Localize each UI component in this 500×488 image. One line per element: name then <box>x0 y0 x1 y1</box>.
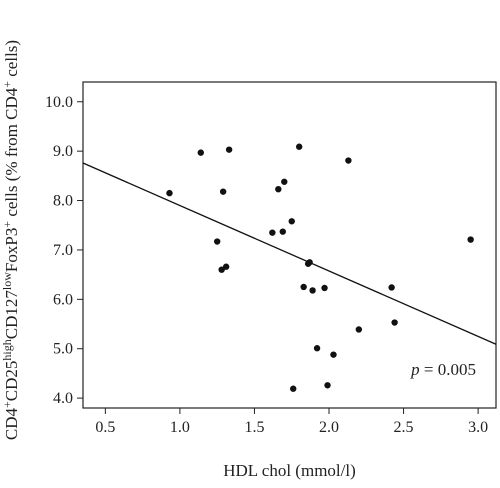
data-point <box>290 385 297 392</box>
x-axis-label: HDL chol (mmol/l) <box>223 461 356 480</box>
y-axis-label: CD4+CD25highCD127lowFoxP3+ cells (% from… <box>0 40 21 440</box>
data-point <box>330 351 337 358</box>
data-points <box>166 143 474 392</box>
data-point <box>388 284 395 291</box>
y-tick-label: 5.0 <box>53 341 73 358</box>
data-point <box>197 149 204 156</box>
data-point <box>467 236 474 243</box>
data-point <box>321 284 328 292</box>
x-tick-label: 1.5 <box>244 419 264 436</box>
regression-line-group <box>82 162 497 345</box>
data-point <box>213 238 221 245</box>
data-point <box>225 146 233 153</box>
y-label-superscript: + <box>0 401 14 408</box>
regression-line <box>82 162 497 345</box>
data-point <box>166 189 173 197</box>
x-tick-label: 3.0 <box>468 419 488 436</box>
y-tick-label: 10.0 <box>45 94 73 111</box>
y-tick-label: 7.0 <box>53 242 73 259</box>
y-label-superscript: + <box>0 221 14 228</box>
data-point <box>269 229 276 236</box>
x-tick-label: 1.0 <box>170 419 190 436</box>
y-label-segment: cells (% from CD4 <box>2 87 21 221</box>
data-point <box>222 263 230 270</box>
x-axis: 0.5 1.0 1.5 2.0 2.5 3.0 <box>95 408 488 436</box>
p-value-text: = 0.005 <box>420 360 476 379</box>
data-point <box>300 283 307 291</box>
y-label-superscript: low <box>0 272 14 290</box>
y-tick-label: 8.0 <box>53 193 73 210</box>
data-point <box>309 287 316 294</box>
data-point <box>345 157 352 164</box>
x-tick-label: 2.0 <box>319 419 339 436</box>
y-tick-label: 6.0 <box>53 291 73 308</box>
y-axis: 4.0 5.0 6.0 7.0 8.0 9.0 10.0 <box>45 94 83 407</box>
data-point <box>313 345 321 352</box>
x-tick-label: 0.5 <box>95 419 115 436</box>
data-point <box>355 326 363 333</box>
data-point <box>288 218 295 225</box>
data-point <box>281 178 288 185</box>
y-label-segment: CD4 <box>2 407 21 440</box>
data-point <box>391 319 398 326</box>
y-label-segment: FoxP3 <box>2 228 21 272</box>
y-label-superscript: + <box>0 81 14 88</box>
p-symbol: p <box>410 360 420 379</box>
data-point <box>275 185 282 193</box>
data-point <box>219 188 227 195</box>
plot-frame <box>82 81 497 409</box>
y-label-segment: cells) <box>2 40 21 81</box>
data-point <box>324 382 331 389</box>
y-tick-label: 4.0 <box>53 390 73 407</box>
data-point <box>306 259 313 266</box>
y-label-superscript: high <box>0 339 14 360</box>
x-tick-label: 2.5 <box>394 419 414 436</box>
p-value-annotation: p = 0.005 <box>410 360 476 379</box>
y-tick-label: 9.0 <box>53 143 73 160</box>
y-label-segment: CD127 <box>2 290 21 340</box>
plot-area <box>82 81 497 409</box>
y-label-segment: CD25 <box>2 361 21 402</box>
data-point <box>295 143 303 150</box>
data-point <box>279 228 286 235</box>
